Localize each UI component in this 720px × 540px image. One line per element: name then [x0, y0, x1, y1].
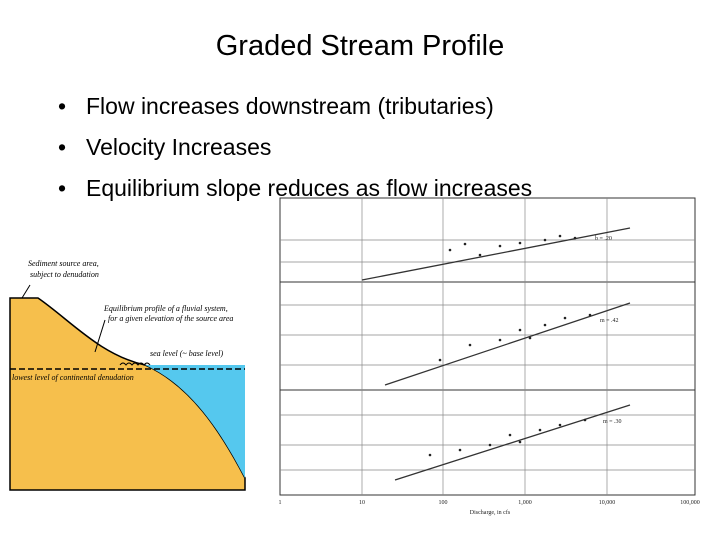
pointer	[94, 319, 106, 353]
bullet: Equilibrium slope reduces as flow increa…	[52, 168, 532, 209]
sea-waves	[119, 362, 151, 366]
label: sea level (~ base level)	[150, 349, 224, 358]
x-axis-label: Discharge, in cfs	[470, 509, 511, 516]
x-tick-label: 10,000	[599, 500, 616, 506]
pointer	[21, 284, 31, 299]
label: lowest level of continental denudation	[12, 373, 134, 382]
land	[9, 297, 246, 491]
x-tick-label: 100,000	[680, 500, 700, 506]
fit-line	[361, 227, 631, 281]
x-tick-label: 1	[279, 500, 282, 506]
bullet: Velocity Increases	[52, 127, 532, 168]
panel-label: m = .30	[603, 419, 622, 425]
bullet-list: Flow increases downstream (tributaries) …	[52, 86, 532, 209]
x-tick-label: 1,000	[518, 500, 532, 506]
fit-line	[384, 302, 631, 386]
points	[428, 234, 592, 457]
discharge-figure	[279, 197, 696, 496]
panel-label: m = .42	[600, 318, 619, 324]
x-tick-label: 100	[439, 500, 448, 506]
fit-line	[394, 404, 631, 481]
bullet: Flow increases downstream (tributaries)	[52, 86, 532, 127]
water	[145, 365, 245, 478]
label: Sediment source area,	[28, 259, 99, 268]
x-tick-label: 10	[359, 500, 365, 506]
label: subject to denudation	[30, 270, 99, 279]
panel	[279, 281, 696, 391]
panel-label: b = .20	[595, 236, 612, 242]
grid	[280, 198, 695, 495]
profile-figure: Sediment source area, subject to denudat…	[9, 259, 246, 491]
label: for a given elevation of the source area	[108, 314, 233, 323]
panel	[279, 389, 696, 496]
slide-title: Graded Stream Profile	[215, 30, 505, 62]
label: Equilibrium profile of a fluvial system,	[103, 304, 228, 313]
discharge-labels: b = .20 m = .42 m = .30 1 10 100 1,000 1…	[279, 236, 700, 516]
